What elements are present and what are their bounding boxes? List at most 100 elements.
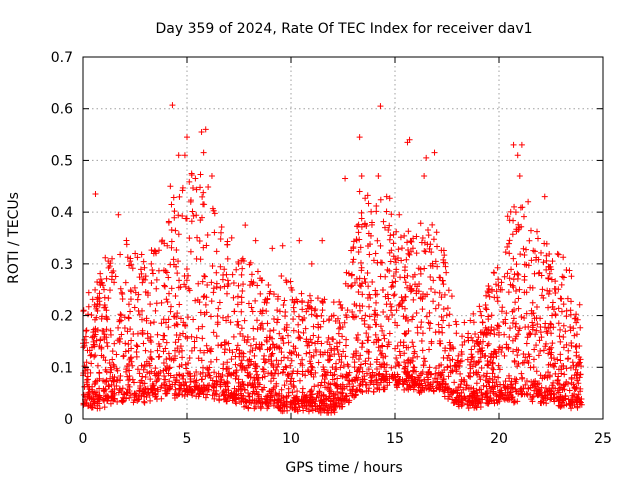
data-point (99, 313, 106, 320)
data-point (264, 396, 271, 403)
data-point (359, 379, 366, 386)
data-point (217, 229, 224, 236)
data-point (563, 267, 570, 274)
data-point (200, 244, 207, 251)
data-point (375, 344, 382, 351)
data-point (515, 305, 522, 312)
data-point (554, 250, 561, 257)
data-point (455, 398, 462, 405)
data-point (560, 333, 567, 340)
data-point (366, 313, 373, 320)
data-point (517, 251, 524, 258)
data-point (229, 271, 236, 278)
data-point (134, 343, 141, 350)
data-point (315, 359, 322, 366)
data-point (451, 362, 458, 369)
data-point (175, 212, 182, 219)
data-point (219, 371, 226, 378)
data-point (168, 226, 175, 233)
data-point (272, 390, 279, 397)
data-point (508, 381, 515, 388)
data-point (440, 281, 447, 288)
data-point (146, 392, 153, 399)
data-point (127, 308, 134, 315)
data-point (482, 324, 489, 331)
data-point (426, 245, 433, 252)
data-point (276, 308, 283, 315)
data-point (532, 383, 539, 390)
data-point (393, 269, 400, 276)
data-point (283, 364, 290, 371)
data-point (571, 332, 578, 339)
data-point (515, 347, 522, 354)
x-tick-label: 20 (490, 431, 508, 447)
data-point (186, 235, 193, 242)
data-point (345, 399, 352, 406)
data-point (380, 218, 387, 225)
data-point (361, 321, 368, 328)
data-point (439, 329, 446, 336)
data-point (478, 312, 485, 319)
data-point (254, 326, 261, 333)
data-point (542, 343, 549, 350)
data-point (199, 335, 206, 342)
data-point (92, 393, 99, 400)
data-point (476, 303, 483, 310)
data-point (170, 313, 177, 320)
data-point (452, 318, 459, 325)
data-point (250, 336, 257, 343)
data-point (321, 396, 328, 403)
data-point (432, 258, 439, 265)
data-point (217, 342, 224, 349)
data-point (359, 303, 366, 310)
data-point (380, 384, 387, 391)
data-point (308, 367, 315, 374)
data-point (106, 287, 113, 294)
data-point (164, 298, 171, 305)
data-point (110, 267, 117, 274)
data-point (224, 383, 231, 390)
data-point (202, 301, 209, 308)
data-point (507, 281, 514, 288)
data-point (442, 380, 449, 387)
data-point (117, 251, 124, 258)
data-point (197, 171, 204, 178)
data-point (172, 339, 179, 346)
data-point (396, 362, 403, 369)
data-point (276, 390, 283, 397)
data-point (383, 301, 390, 308)
data-point (125, 347, 132, 354)
data-point (145, 360, 152, 367)
data-point (257, 346, 264, 353)
data-point (502, 249, 509, 256)
data-point (383, 193, 390, 200)
data-point (357, 307, 364, 314)
data-point (555, 251, 562, 258)
data-point (230, 333, 237, 340)
data-point (134, 330, 141, 337)
data-point (198, 357, 205, 364)
data-point (197, 347, 204, 354)
data-point (246, 282, 253, 289)
data-point (418, 338, 425, 345)
data-point (249, 280, 256, 287)
data-point (248, 304, 255, 311)
data-point (510, 315, 517, 322)
data-point (195, 355, 202, 362)
data-point (547, 396, 554, 403)
data-point (179, 372, 186, 379)
data-point (478, 386, 485, 393)
data-point (326, 356, 333, 363)
data-point (480, 331, 487, 338)
data-point (94, 307, 101, 314)
data-point (320, 318, 327, 325)
data-point (91, 399, 98, 406)
data-point (445, 352, 452, 359)
data-point (188, 170, 195, 177)
data-point (108, 388, 115, 395)
data-point (555, 396, 562, 403)
data-point (362, 312, 369, 319)
data-point (554, 377, 561, 384)
data-point (388, 303, 395, 310)
data-point (138, 377, 145, 384)
